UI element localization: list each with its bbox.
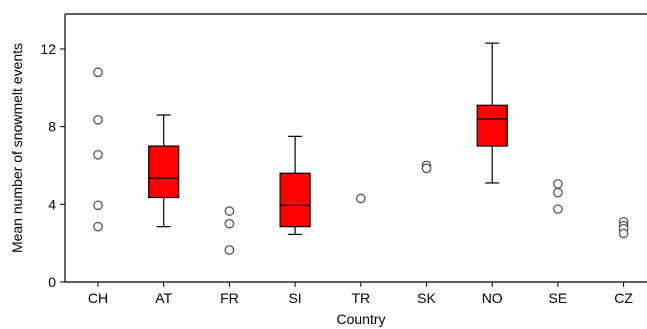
data-point <box>355 193 366 204</box>
data-point <box>93 221 103 232</box>
x-tick-label: AT <box>155 290 172 306</box>
data-point <box>224 206 235 216</box>
group-fr <box>224 206 235 255</box>
data-point <box>553 187 563 198</box>
y-tick-label: 12 <box>40 41 56 57</box>
x-tick-label: NO <box>482 290 503 306</box>
x-ticks: CH AT FR SI TR SK NO SE CZ <box>88 282 633 306</box>
group-at <box>148 114 180 228</box>
data-point <box>93 67 103 78</box>
x-tick-label: TR <box>351 290 370 306</box>
group-cz <box>618 216 629 239</box>
x-tick-label: SK <box>417 290 436 306</box>
y-tick-label: 0 <box>48 274 56 290</box>
data-point <box>553 204 563 215</box>
x-tick-label: CH <box>88 290 108 306</box>
data-marks <box>93 42 629 255</box>
x-tick-label: SI <box>288 290 301 306</box>
x-tick-label: SE <box>549 290 568 306</box>
group-ch <box>93 67 103 232</box>
data-point <box>93 200 103 211</box>
y-axis-title: Mean number of snowmelt events <box>9 43 25 253</box>
group-se <box>553 179 563 215</box>
data-point <box>93 149 103 160</box>
group-si <box>279 135 311 236</box>
x-tick-label: CZ <box>614 290 633 306</box>
group-tr <box>355 193 366 204</box>
group-no <box>476 42 508 184</box>
y-tick-label: 4 <box>48 196 56 212</box>
data-point <box>224 245 235 255</box>
y-tick-label: 8 <box>48 119 56 135</box>
data-point <box>618 228 629 239</box>
box <box>279 172 311 228</box>
box <box>476 104 508 147</box>
y-ticks: 0 4 8 12 <box>40 41 65 290</box>
data-point <box>553 179 563 189</box>
data-point <box>93 114 103 125</box>
box <box>148 145 180 199</box>
group-sk <box>421 160 432 174</box>
data-point <box>421 163 432 174</box>
x-tick-label: FR <box>220 290 239 306</box>
x-axis-title: Country <box>336 311 385 327</box>
data-point <box>224 218 235 229</box>
